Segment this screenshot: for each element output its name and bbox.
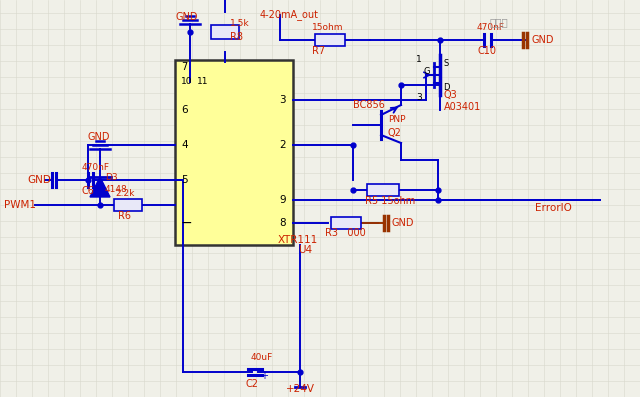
Text: R5 15ohm: R5 15ohm: [365, 196, 415, 206]
Text: XTR111: XTR111: [278, 235, 318, 245]
Text: 15ohm: 15ohm: [312, 23, 344, 33]
Text: 5: 5: [181, 175, 188, 185]
Polygon shape: [90, 177, 110, 197]
Text: 470nF: 470nF: [477, 23, 505, 33]
Text: R8: R8: [230, 32, 243, 42]
Text: +: +: [260, 371, 268, 381]
Text: 8: 8: [279, 218, 285, 228]
Text: Q3: Q3: [444, 90, 458, 100]
Text: PNP: PNP: [388, 116, 406, 125]
Text: 电气圈: 电气圈: [490, 17, 509, 27]
Text: BC856: BC856: [353, 100, 385, 110]
Text: 4-20mA_out: 4-20mA_out: [260, 10, 319, 21]
Bar: [211, 25, 239, 39]
Text: Q2: Q2: [388, 128, 402, 138]
Text: C10: C10: [477, 46, 496, 56]
Text: GND: GND: [27, 175, 51, 185]
Text: 9: 9: [279, 195, 285, 205]
Text: 2.2k: 2.2k: [115, 189, 134, 197]
Text: GND: GND: [531, 35, 554, 45]
Text: 3: 3: [416, 93, 422, 102]
Bar: [315, 34, 345, 46]
Text: GND: GND: [88, 132, 111, 142]
Text: +24V: +24V: [286, 384, 315, 394]
Text: PWM1: PWM1: [4, 200, 36, 210]
Text: A03401: A03401: [444, 102, 481, 112]
Text: U4: U4: [298, 245, 312, 255]
Text: GND: GND: [391, 218, 413, 228]
Text: 1.5k: 1.5k: [230, 19, 250, 29]
Text: 4: 4: [181, 140, 188, 150]
Text: 2: 2: [279, 140, 285, 150]
Bar: [331, 217, 361, 229]
Text: R6: R6: [118, 211, 131, 221]
Text: 3: 3: [279, 95, 285, 105]
Text: 470nF: 470nF: [82, 164, 110, 173]
Text: 7: 7: [181, 62, 188, 72]
Text: R7: R7: [312, 46, 325, 56]
Text: R3   000: R3 000: [325, 228, 365, 238]
Text: ErrorIO: ErrorIO: [535, 203, 572, 213]
Text: C2: C2: [245, 379, 258, 389]
Text: D: D: [443, 83, 449, 91]
Text: D3: D3: [105, 173, 118, 181]
Text: C6: C6: [82, 186, 95, 196]
Text: 40uF: 40uF: [251, 353, 273, 362]
Text: GND: GND: [175, 12, 198, 22]
Text: S: S: [443, 58, 448, 67]
Text: −: −: [181, 216, 193, 230]
Text: G: G: [424, 67, 431, 77]
Bar: [114, 199, 142, 211]
Bar: [175, 60, 293, 245]
Text: 6: 6: [181, 105, 188, 115]
Text: 1: 1: [416, 54, 422, 64]
Text: 10: 10: [181, 77, 193, 87]
Text: 11: 11: [197, 77, 209, 87]
Bar: [367, 184, 399, 196]
Text: 4148: 4148: [105, 185, 128, 195]
